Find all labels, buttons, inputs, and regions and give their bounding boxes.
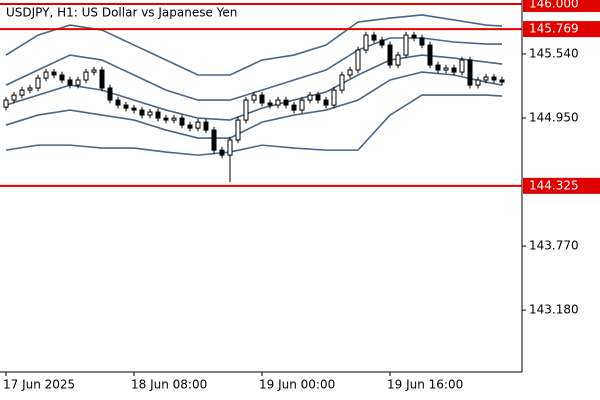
candle-body	[291, 104, 297, 111]
candle-body	[139, 109, 145, 116]
candle-body	[131, 107, 137, 111]
candle-body	[443, 67, 449, 71]
candle-body	[187, 124, 193, 129]
candle-body	[411, 34, 417, 39]
band-line	[5, 71, 503, 139]
level-label-bg	[523, 177, 600, 194]
candle-body	[203, 121, 209, 131]
candle-body	[331, 89, 337, 106]
candle-body	[195, 121, 201, 129]
x-tick-label: 17 Jun 2025	[3, 378, 75, 392]
level-label: 144.325	[529, 178, 579, 192]
level-label: 146.000	[529, 0, 579, 11]
y-tick-label: 143.180	[529, 303, 579, 317]
candle-body	[35, 77, 41, 89]
level-label-bg	[523, 21, 600, 38]
candle-body	[211, 129, 217, 151]
candle-body	[427, 44, 433, 66]
band-line	[5, 94, 503, 156]
candle-body	[27, 87, 33, 91]
candle-body	[235, 119, 241, 141]
candle-body	[59, 74, 65, 81]
candle-body	[67, 79, 73, 86]
candle-body	[115, 99, 121, 106]
y-tick-label: 145.540	[529, 46, 579, 60]
candle-body	[491, 76, 497, 81]
candle-body	[123, 104, 129, 109]
candle-body	[51, 71, 57, 76]
candle-body	[275, 99, 281, 106]
candle-body	[395, 54, 401, 66]
candle-body	[171, 117, 177, 121]
candle-body	[323, 99, 329, 106]
candle-body	[459, 59, 465, 73]
candle-body	[499, 79, 505, 83]
candle-body	[363, 34, 369, 51]
candle-body	[227, 139, 233, 156]
candle-body	[43, 71, 49, 79]
x-tick-label: 18 Jun 08:00	[131, 378, 207, 392]
band-line	[5, 37, 502, 101]
candle-body	[379, 39, 385, 46]
candle-body	[435, 64, 441, 71]
candle-body	[483, 76, 489, 81]
level-label: 145.769	[529, 22, 579, 36]
candle-body	[99, 69, 105, 89]
candle-body	[259, 94, 265, 104]
candle-body	[3, 99, 9, 108]
candle-body	[91, 69, 97, 73]
candle-body	[83, 71, 89, 81]
x-tick-label: 19 Jun 16:00	[387, 378, 463, 392]
candle-body	[299, 99, 305, 111]
band-line	[5, 54, 503, 121]
candle-body	[19, 89, 25, 96]
candle-body	[403, 34, 409, 56]
candle-body	[11, 94, 17, 101]
candle-body	[243, 99, 249, 121]
candle-body	[371, 34, 377, 41]
candle-body	[387, 44, 393, 66]
candle-body	[251, 94, 257, 101]
candle-body	[347, 69, 353, 76]
candle-body	[163, 117, 169, 121]
candle-body	[419, 37, 425, 46]
candle-body	[467, 59, 473, 86]
candle-body	[339, 74, 345, 91]
level-label-bg	[523, 0, 600, 13]
candle-body	[155, 111, 161, 119]
candle-body	[219, 149, 225, 156]
y-tick-label: 143.770	[529, 239, 579, 253]
candle-body	[147, 111, 153, 116]
candle-body	[283, 99, 289, 106]
candle-body	[179, 117, 185, 126]
candle-body	[355, 49, 361, 71]
chart-title: USDJPY, H1: US Dollar vs Japanese Yen	[6, 6, 237, 20]
x-tick-label: 19 Jun 00:00	[259, 378, 335, 392]
candle-body	[475, 79, 481, 86]
candle-body	[451, 67, 457, 73]
candle-body	[307, 94, 313, 101]
candle-body	[267, 102, 273, 106]
y-tick-label: 144.950	[529, 110, 579, 124]
candle-body	[107, 87, 113, 101]
candle-body	[315, 94, 321, 101]
candle-body	[75, 79, 81, 86]
